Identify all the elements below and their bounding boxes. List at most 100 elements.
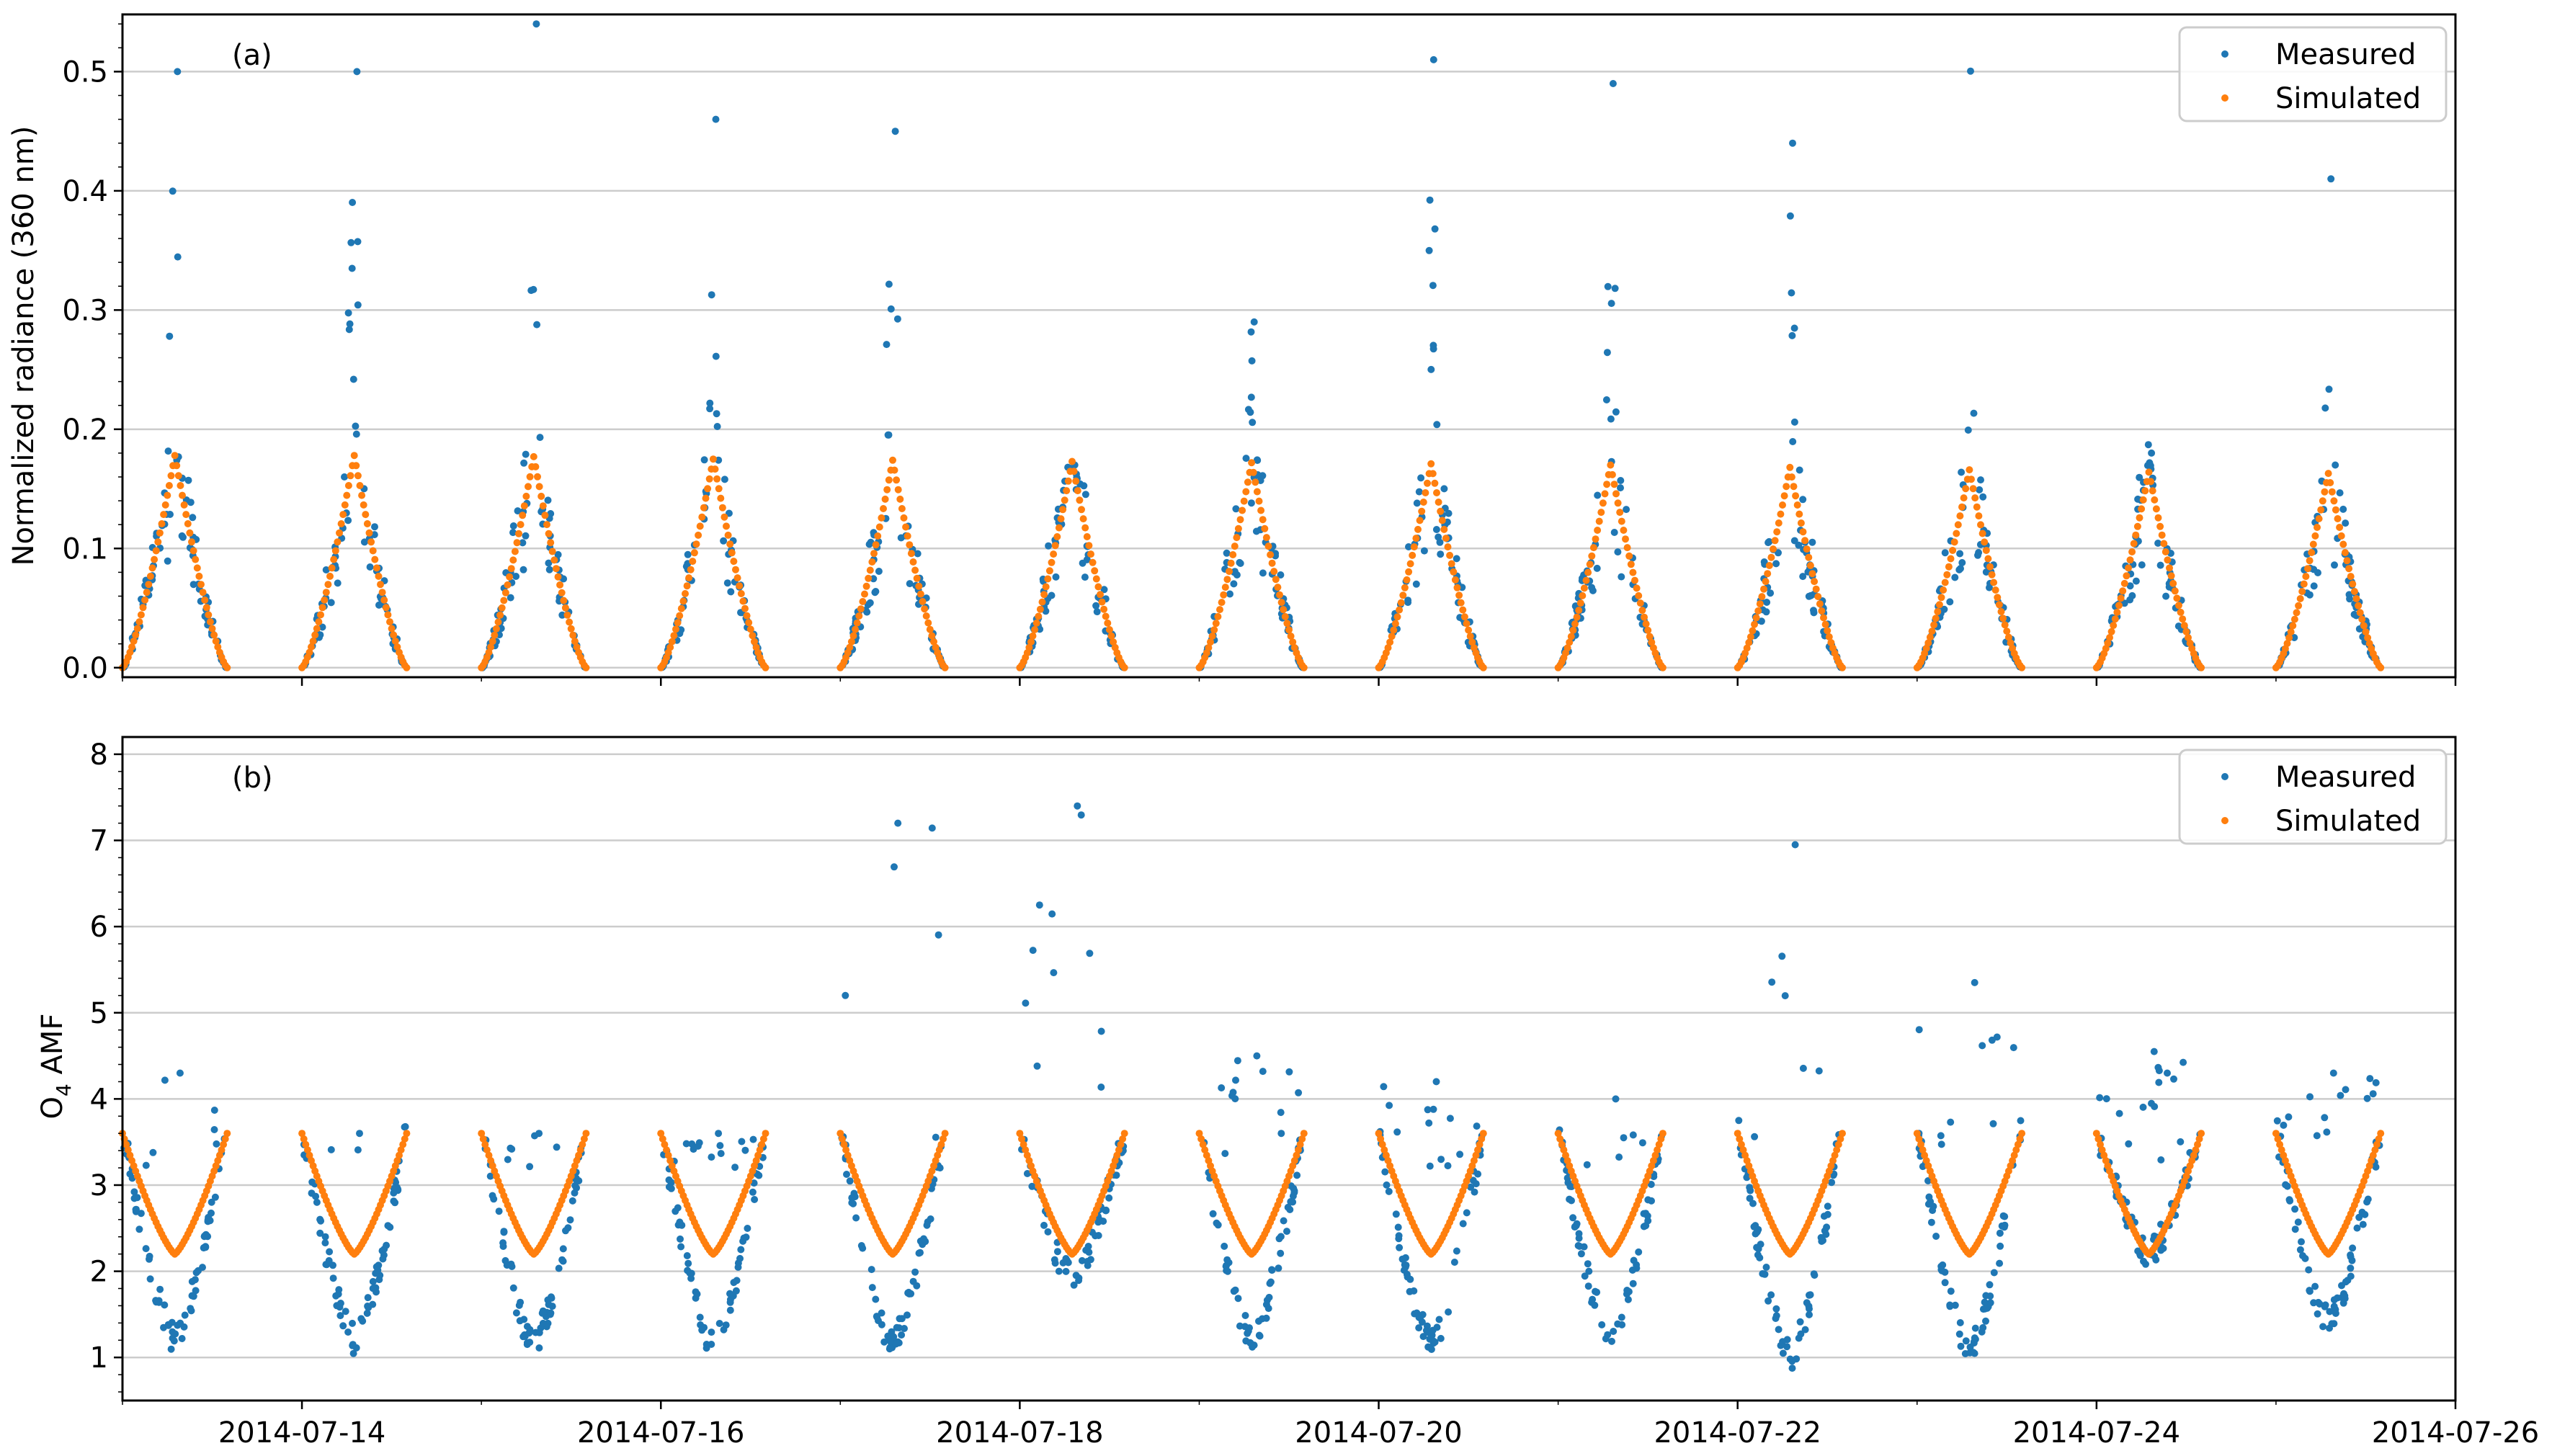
amf-simulated-point [1375,1130,1383,1138]
radiance-simulated-point [2007,639,2015,647]
amf-measured-point [729,1292,737,1300]
amf-measured-point [1946,1301,1954,1309]
radiance-measured-point [1412,580,1420,588]
radiance-measured-point [1426,196,1434,204]
radiance-measured-point [2327,175,2335,183]
radiance-simulated-point [1063,487,1071,495]
radiance-simulated-point [1059,506,1067,514]
amf-simulated-point [1831,1151,1839,1159]
radiance-simulated-point [1268,559,1276,567]
radiance-simulated-point [360,501,367,509]
amf-measured-point [1225,1259,1233,1267]
radiance-simulated-point [1032,619,1040,627]
radiance-simulated-point [868,558,876,566]
amf-measured-point [741,1146,749,1154]
amf-measured-point [1955,1330,1963,1338]
radiance-measured-point [544,496,552,504]
panel-b-xtick-label: 2014-07-14 [218,1416,385,1450]
amf-simulated-point [2012,1146,2020,1154]
radiance-measured-point [1092,602,1100,609]
radiance-measured-point [344,309,352,317]
radiance-simulated-point [2107,627,2115,635]
radiance-simulated-point [1629,568,1637,576]
amf-measured-point [1022,999,1030,1007]
radiance-simulated-point [386,618,393,626]
radiance-measured-point [883,341,891,349]
radiance-simulated-point [1440,525,1448,533]
amf-measured-point [562,1227,569,1235]
radiance-simulated-point [1027,638,1035,646]
radiance-measured-point [2331,561,2338,569]
amf-simulated-point [579,1140,586,1148]
amf-measured-point [176,1069,184,1077]
radiance-simulated-point [720,513,728,521]
radiance-simulated-point [2175,602,2182,609]
radiance-simulated-point [1100,605,1108,613]
amf-simulated-point [762,1130,769,1138]
radiance-simulated-point [1801,537,1809,545]
radiance-measured-point [334,579,342,587]
radiance-simulated-point [1078,506,1085,514]
amf-measured-point [886,1338,894,1346]
amf-measured-point [1779,1349,1787,1357]
radiance-simulated-point [161,501,169,509]
amf-simulated-point [580,1135,588,1143]
radiance-simulated-point [2287,628,2295,636]
radiance-simulated-point [1752,614,1760,622]
amf-measured-point [515,1301,523,1309]
amf-measured-point [2294,1218,2302,1226]
radiance-measured-point [1788,331,1796,339]
amf-measured-point [1419,1333,1427,1341]
amf-measured-point [1801,1326,1809,1334]
radiance-simulated-point [535,483,543,491]
radiance-simulated-point [526,473,534,481]
amf-simulated-point [759,1135,767,1143]
amf-measured-point [2009,1044,2017,1052]
amf-measured-point [676,1218,684,1226]
amf-measured-point [2359,1220,2367,1228]
panel-a-frame [121,13,2457,679]
panel-b-legend: Measured Simulated [2178,749,2448,845]
radiance-simulated-point [556,581,564,589]
radiance-measured-point [1230,580,1238,588]
radiance-simulated-point [874,532,882,540]
radiance-simulated-point [1248,459,1256,467]
radiance-measured-point [870,575,878,583]
amf-simulated-point [396,1151,403,1159]
radiance-simulated-point [1950,538,1958,546]
panel-a-legend: Measured Simulated [2178,26,2448,122]
radiance-simulated-point [2126,556,2134,564]
amf-simulated-point [397,1146,405,1154]
radiance-simulated-point [328,564,336,572]
amf-measured-point [736,1254,744,1262]
radiance-simulated-point [313,625,321,633]
amf-measured-point [868,1284,876,1292]
radiance-simulated-point [308,643,315,651]
radiance-simulated-point [898,505,906,512]
amf-measured-point [672,1207,679,1215]
radiance-simulated-point [321,596,329,604]
radiance-simulated-point [151,555,159,563]
radiance-simulated-point [1287,633,1295,640]
amf-measured-point [898,1331,906,1339]
amf-measured-point [1275,1264,1282,1272]
radiance-simulated-point [2120,579,2128,587]
radiance-simulated-point [1388,633,1396,640]
radiance-measured-point [887,305,895,313]
panel-b-xtick-label: 2014-07-24 [2013,1416,2180,1450]
amf-measured-point [1986,1281,1994,1289]
amf-measured-point [1380,1083,1388,1091]
amf-measured-point [1295,1089,1303,1097]
amf-measured-point [893,1323,901,1331]
radiance-measured-point [184,476,192,484]
amf-measured-point [1569,1214,1577,1222]
amf-simulated-point [1655,1140,1663,1148]
radiance-simulated-point [380,596,388,604]
radiance-simulated-point [896,495,904,503]
amf-simulated-point [935,1146,943,1154]
radiance-measured-point [2134,495,2142,503]
amf-simulated-point [1834,1140,1842,1148]
amf-measured-point [731,1164,739,1171]
radiance-measured-point [2146,462,2154,470]
radiance-simulated-point [2306,557,2314,565]
